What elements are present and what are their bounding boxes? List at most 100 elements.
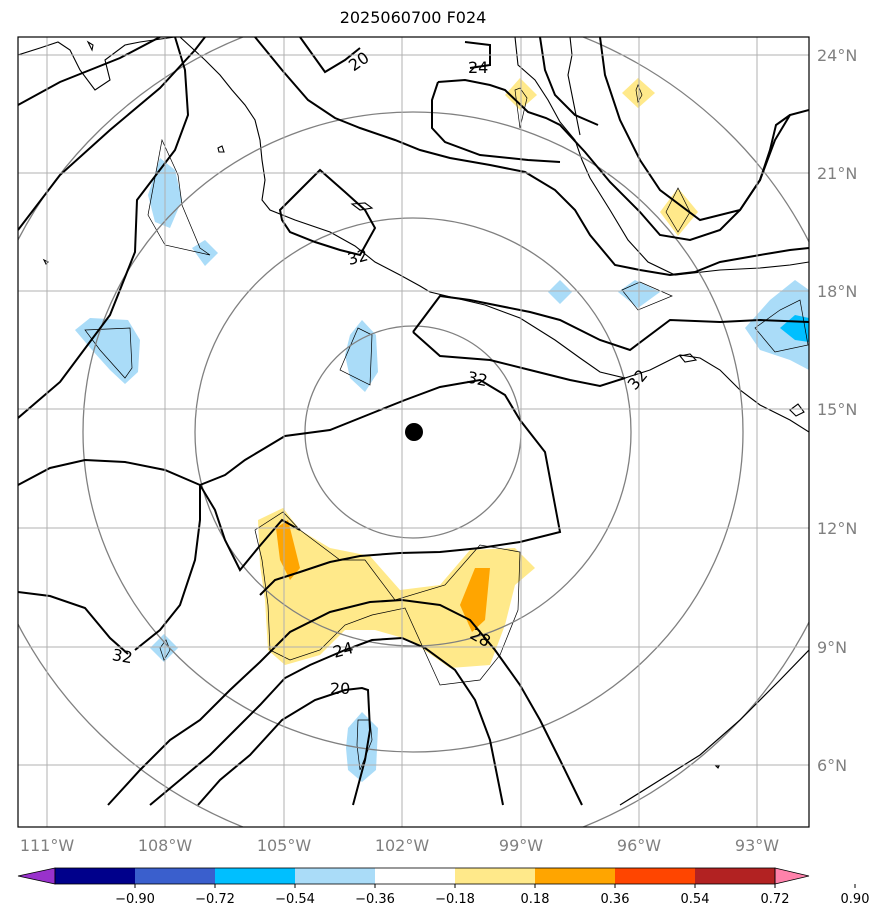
lat-tick-label: 12°N bbox=[817, 519, 857, 538]
lat-tick-label: 18°N bbox=[817, 282, 857, 301]
lat-axis: 24°N 21°N 18°N 15°N 12°N 9°N 6°N bbox=[817, 46, 857, 775]
island bbox=[86, 40, 94, 52]
lat-tick-label: 6°N bbox=[817, 756, 847, 775]
contour-line bbox=[134, 485, 201, 651]
island bbox=[714, 765, 720, 769]
negative-anomaly-region bbox=[192, 240, 218, 266]
contour-line bbox=[18, 37, 190, 419]
contour-line bbox=[18, 37, 161, 106]
colorbar-tick-label: −0.36 bbox=[355, 892, 395, 907]
colorbar-tick-label: 0.72 bbox=[761, 892, 790, 907]
contour-label: 32 bbox=[111, 645, 134, 667]
thin-contour-layer bbox=[619, 649, 809, 806]
island bbox=[678, 353, 698, 363]
lat-tick-label: 15°N bbox=[817, 400, 857, 419]
contour-labels: 20 24 32 32 32 32 24 20 28 bbox=[111, 48, 652, 698]
colorbar-segment bbox=[295, 868, 376, 884]
colorbar-segment bbox=[375, 868, 456, 884]
lon-tick-label: 96°W bbox=[617, 836, 661, 855]
storm-center-marker bbox=[405, 423, 423, 441]
contour-label: 24 bbox=[468, 58, 488, 77]
negative-anomaly-region bbox=[75, 318, 140, 384]
gridlines bbox=[18, 37, 809, 827]
shaded-outline-layer bbox=[84, 84, 809, 771]
lon-tick-label: 105°W bbox=[257, 836, 312, 855]
lon-tick-label: 108°W bbox=[138, 836, 193, 855]
contour-line bbox=[149, 636, 504, 806]
range-circle bbox=[194, 217, 632, 647]
negative-anomaly-region bbox=[345, 320, 378, 392]
contour-line bbox=[539, 37, 599, 126]
colorbar-segment bbox=[55, 868, 136, 884]
negative-anomaly-region bbox=[150, 634, 178, 662]
colorbar: −0.90 −0.72 −0.54 −0.36 −0.18 0.18 0.36 0.54 0.7… bbox=[17, 867, 870, 907]
colorbar-tick-label: −0.54 bbox=[275, 892, 315, 907]
contour-line bbox=[18, 458, 301, 572]
contour-label: 32 bbox=[465, 368, 489, 391]
contour-line bbox=[437, 78, 809, 242]
contour-line bbox=[412, 294, 809, 352]
contour-line bbox=[199, 378, 562, 596]
colorbar-segment bbox=[455, 868, 536, 884]
coastline bbox=[179, 37, 809, 433]
contour-label: 32 bbox=[345, 245, 370, 269]
colorbar-segment bbox=[615, 868, 696, 884]
lat-tick-label: 21°N bbox=[817, 164, 857, 183]
strong-positive-core-east bbox=[460, 568, 490, 632]
colorbar-tick-label: 0.18 bbox=[521, 892, 550, 907]
contour-label: 20 bbox=[345, 48, 373, 75]
contour-line bbox=[412, 331, 626, 388]
colorbar-tick-label: 0.54 bbox=[681, 892, 710, 907]
map-frame bbox=[17, 36, 810, 828]
contour-label: 32 bbox=[624, 366, 652, 394]
colorbar-tick-label: 0.90 bbox=[841, 892, 870, 907]
colorbar-tick-label: −0.90 bbox=[115, 892, 155, 907]
contour-line bbox=[107, 598, 583, 806]
contour-line bbox=[254, 37, 809, 277]
contour-line bbox=[599, 37, 791, 222]
colorbar-segment bbox=[215, 868, 296, 884]
lon-tick-label: 102°W bbox=[375, 836, 430, 855]
colorbar-segment bbox=[695, 868, 776, 884]
lat-tick-label: 9°N bbox=[817, 638, 847, 657]
contour-line bbox=[431, 81, 561, 163]
colorbar-tick-label: −0.72 bbox=[195, 892, 235, 907]
contour-line bbox=[278, 168, 377, 257]
lat-tick-label: 24°N bbox=[817, 46, 857, 65]
contour-line bbox=[18, 37, 206, 231]
strong-positive-core-west bbox=[276, 520, 300, 580]
colorbar-extend-high bbox=[774, 867, 810, 885]
map-plot-area bbox=[18, 37, 809, 827]
lon-axis: 111°W 108°W 105°W 102°W 99°W 96°W 93°W bbox=[20, 836, 779, 855]
range-circle bbox=[82, 111, 744, 753]
negative-anomaly-region bbox=[745, 280, 809, 370]
island bbox=[789, 403, 805, 417]
colorbar-frame bbox=[54, 867, 776, 885]
contour-line bbox=[197, 686, 372, 806]
contour-layer bbox=[18, 37, 809, 806]
contour-line bbox=[18, 591, 129, 655]
shaded-field-layer bbox=[75, 78, 809, 782]
colorbar-extend-low bbox=[17, 867, 56, 885]
colorbar-tick-label: −0.18 bbox=[435, 892, 475, 907]
colorbar-tick-label: 0.36 bbox=[601, 892, 630, 907]
colorbar-segment bbox=[535, 868, 616, 884]
coastline bbox=[567, 37, 581, 136]
island bbox=[217, 145, 225, 153]
negative-anomaly-region bbox=[548, 280, 572, 304]
coastline-layer bbox=[18, 37, 809, 769]
map-title: 2025060700 F024 bbox=[339, 8, 487, 27]
lon-tick-label: 111°W bbox=[20, 836, 75, 855]
positive-anomaly-region bbox=[258, 508, 535, 668]
contour-label: 20 bbox=[330, 679, 350, 698]
coastline bbox=[514, 37, 809, 276]
weak-positive-spot bbox=[660, 188, 698, 236]
colorbar-segment bbox=[135, 868, 216, 884]
lon-tick-label: 93°W bbox=[735, 836, 779, 855]
contour-label: 24 bbox=[331, 638, 356, 662]
lon-tick-label: 99°W bbox=[499, 836, 543, 855]
coastline bbox=[18, 37, 176, 91]
island bbox=[350, 202, 374, 211]
range-circles bbox=[18, 37, 809, 827]
